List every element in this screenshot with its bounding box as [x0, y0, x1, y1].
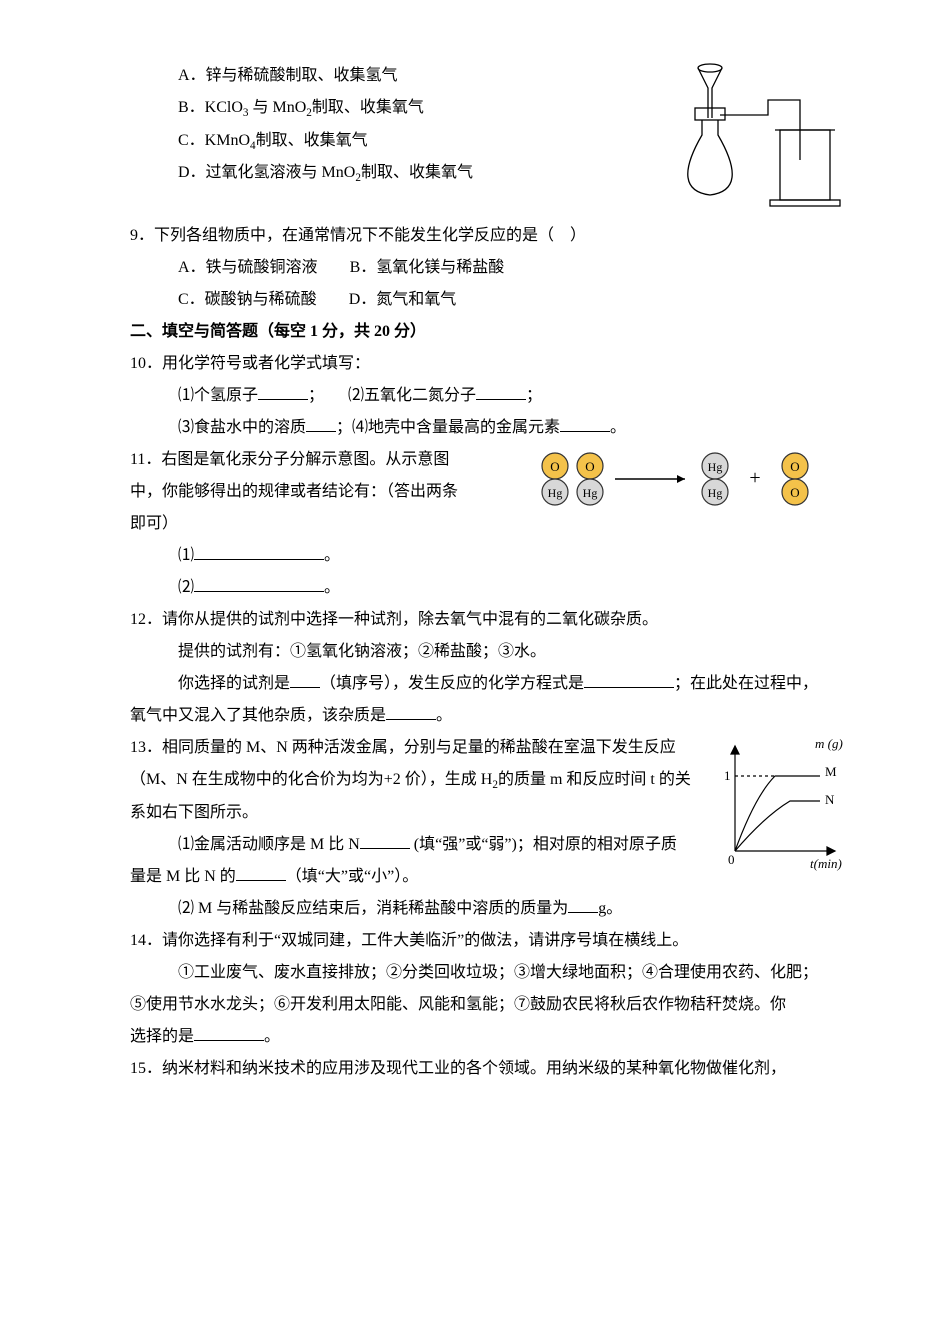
q11-a1: ⑴。 — [130, 540, 850, 572]
blank — [476, 383, 526, 400]
q11-block: O Hg O Hg Hg Hg + O O 11．右图是氧化汞分子分解示意图。从… — [130, 444, 850, 540]
q10-line2: ⑶食盐水中的溶质；⑷地壳中含量最高的金属元素。 — [130, 412, 850, 444]
svg-text:Hg: Hg — [708, 486, 723, 500]
q11-a2: ⑵。 — [130, 572, 850, 604]
svg-text:m (g): m (g) — [815, 736, 843, 751]
q9-optB: B．氢氧化镁与稀盐酸 — [350, 259, 505, 276]
q12-stem: 12．请你从提供的试剂中选择一种试剂，除去氧气中混有的二氧化碳杂质。 — [130, 604, 850, 636]
blank — [584, 671, 674, 688]
molecule-svg: O Hg O Hg Hg Hg + O O — [530, 444, 850, 514]
svg-text:N: N — [825, 792, 835, 807]
apparatus-figure — [650, 60, 850, 220]
q14-l2: ①工业废气、废水直接排放；②分类回收垃圾；③增大绿地面积；④合理使用农药、化肥； — [130, 957, 850, 989]
blank — [560, 415, 610, 432]
blank — [360, 832, 410, 849]
graph-svg: m (g) 1 M N 0 t(min) — [710, 736, 850, 876]
apparatus-svg — [650, 60, 850, 220]
q9-row1: A．铁与硫酸铜溶液 B．氢氧化镁与稀盐酸 — [130, 252, 850, 284]
blank — [194, 1024, 264, 1041]
svg-text:O: O — [585, 459, 594, 474]
svg-text:0: 0 — [728, 852, 735, 867]
q10-line1: ⑴个氢原子； ⑵五氧化二氮分子； — [130, 380, 850, 412]
q14-l3: ⑤使用节水水龙头；⑥开发利用太阳能、风能和氢能；⑦鼓励农民将秋后农作物秸秆焚烧。… — [130, 989, 850, 1021]
q15-stem: 15．纳米材料和纳米技术的应用涉及现代工业的各个领域。用纳米级的某种氧化物做催化… — [130, 1053, 850, 1085]
q12-l3: 你选择的试剂是（填序号），发生反应的化学方程式是；在此处在过程中， — [130, 668, 850, 700]
q9-row2: C．碳酸钠与稀硫酸 D．氮气和氧气 — [130, 284, 850, 316]
section2-title: 二、填空与简答题（每空 1 分，共 20 分） — [130, 316, 850, 348]
svg-text:M: M — [825, 764, 837, 779]
blank — [194, 543, 324, 560]
blank — [290, 671, 320, 688]
svg-text:Hg: Hg — [548, 486, 563, 500]
blank — [258, 383, 308, 400]
blank — [568, 896, 598, 913]
svg-text:Hg: Hg — [583, 486, 598, 500]
q9-optC: C．碳酸钠与稀硫酸 — [178, 291, 317, 308]
molecule-figure: O Hg O Hg Hg Hg + O O — [530, 444, 850, 514]
q9-optA: A．铁与硫酸铜溶液 — [178, 259, 318, 276]
q14-stem: 14．请你选择有利于“双城同建，工件大美临沂”的做法，请讲序号填在横线上。 — [130, 925, 850, 957]
q10-stem: 10．用化学符号或者化学式填写： — [130, 348, 850, 380]
q13-block: m (g) 1 M N 0 t(min) 13．相同质量的 M、N 两种活泼金属… — [130, 732, 850, 893]
svg-text:O: O — [790, 459, 799, 474]
q9-optD: D．氮气和氧气 — [349, 291, 457, 308]
svg-text:t(min): t(min) — [810, 856, 842, 871]
q13-p2: ⑵ M 与稀盐酸反应结束后，消耗稀盐酸中溶质的质量为g。 — [130, 893, 850, 925]
blank — [194, 575, 324, 592]
q14-l4: 选择的是。 — [130, 1021, 850, 1053]
q12-l2: 提供的试剂有：①氢氧化钠溶液；②稀盐酸；③水。 — [130, 636, 850, 668]
q12-l4: 氧气中又混入了其他杂质，该杂质是。 — [130, 700, 850, 732]
blank — [386, 703, 436, 720]
svg-text:O: O — [550, 459, 559, 474]
svg-text:O: O — [790, 485, 799, 500]
blank — [306, 415, 336, 432]
svg-text:+: + — [749, 467, 760, 489]
q9-stem: 9．下列各组物质中，在通常情况下不能发生化学反应的是（ ） — [130, 220, 850, 252]
svg-text:1: 1 — [724, 768, 731, 783]
graph-figure: m (g) 1 M N 0 t(min) — [710, 736, 850, 876]
svg-text:Hg: Hg — [708, 460, 723, 474]
blank — [236, 864, 286, 881]
